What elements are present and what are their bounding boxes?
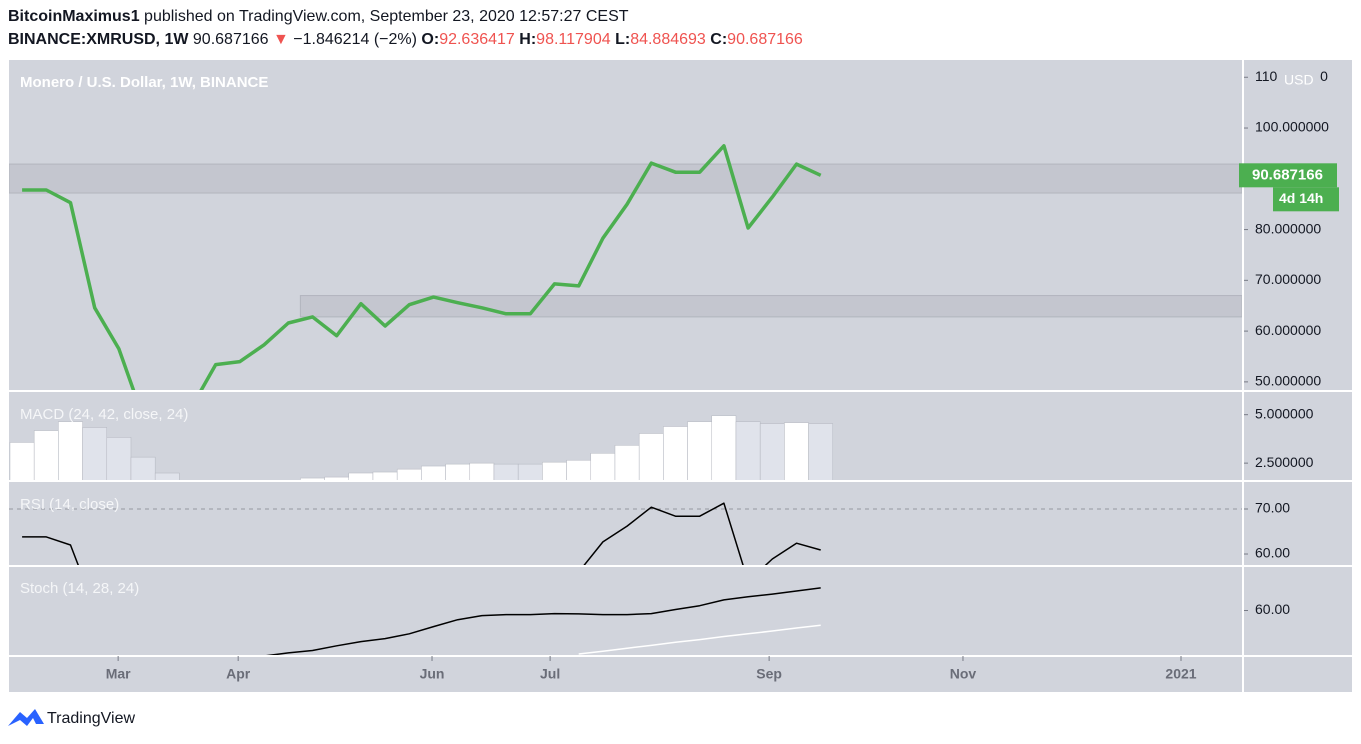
histogram-bar [493, 463, 519, 480]
published: published on TradingView.com, September … [144, 8, 629, 25]
x-tick-label: Sep [756, 666, 782, 682]
header-line-2: BINANCE:XMRUSD, 1W 90.687166 ▼ −1.846214… [8, 31, 803, 48]
y-tick-label: 70.00 [1255, 500, 1290, 516]
histogram-bar [638, 433, 664, 480]
countdown-box [1273, 187, 1339, 212]
histogram-bar [517, 463, 543, 480]
histogram-bar [663, 426, 688, 480]
logo-mark [8, 709, 44, 726]
logo [8, 709, 44, 726]
histogram-bar [542, 461, 567, 480]
author: BitcoinMaximus1 [8, 8, 140, 25]
open-label: O: [421, 31, 439, 48]
last-price-label: 90.687166 [1252, 166, 1323, 183]
histogram-bar [759, 423, 785, 480]
pane-title: Monero / U.S. Dollar, 1W, BINANCE [20, 74, 268, 91]
histogram-bar [784, 422, 809, 480]
histogram-bar [614, 445, 640, 480]
histogram-bar [566, 459, 592, 480]
open: 92.636417 [439, 31, 515, 48]
unit-label: USD [1284, 72, 1314, 88]
histogram-bar [396, 468, 422, 480]
y-tick-label: 60.00 [1255, 545, 1290, 561]
last-price-box [1239, 163, 1337, 188]
y-tick-label: 5.000000 [1255, 405, 1314, 421]
price: 90.687166 [193, 31, 269, 48]
x-tick-label: Jun [420, 666, 445, 682]
histogram-bar [300, 477, 325, 480]
close: 90.687166 [727, 31, 803, 48]
histogram-bar [687, 421, 713, 480]
series-line [578, 624, 821, 655]
histogram-bar [33, 430, 59, 480]
high: 98.117904 [536, 31, 611, 48]
y-tick-label: 2.500000 [1255, 454, 1314, 470]
pane-title: MACD (24, 42, close, 24) [20, 406, 188, 423]
x-tick-label: Mar [106, 666, 131, 682]
y-tick-label: 60.000000 [1255, 322, 1321, 338]
low-label: L: [615, 31, 630, 48]
histogram-bar [106, 437, 132, 480]
y-tick-label: 80.000000 [1255, 220, 1321, 236]
y-tick-label: 50.000000 [1255, 373, 1321, 389]
y-tick-label: 70.000000 [1255, 271, 1321, 287]
pane [9, 144, 1242, 390]
histogram-bar [421, 465, 446, 480]
histogram-bar [735, 421, 761, 480]
close-label: C: [710, 31, 727, 48]
x-tick-label: 2021 [1165, 666, 1196, 682]
high-label: H: [519, 31, 536, 48]
histogram-bar [9, 442, 35, 480]
symbol: BINANCE:XMRUSD, 1W [8, 31, 189, 48]
series-line [22, 144, 822, 390]
pane-title: Stoch (14, 28, 24) [20, 580, 139, 597]
down-arrow: ▼ [273, 31, 289, 48]
histogram-bar [154, 472, 180, 480]
series-line [22, 502, 821, 565]
histogram-bar [372, 471, 398, 480]
histogram-bar [711, 415, 737, 480]
pane [9, 415, 834, 480]
histogram-bar [130, 456, 156, 480]
change: −1.846214 (−2%) [293, 31, 417, 48]
unit-box [1278, 68, 1320, 92]
series-line [266, 587, 821, 655]
histogram-bar [348, 472, 374, 480]
x-tick-label: Apr [226, 666, 251, 682]
pane [266, 587, 821, 655]
x-tick-label: Nov [950, 666, 977, 682]
zone [9, 163, 1242, 194]
zone [299, 295, 1242, 318]
histogram-bar [808, 423, 834, 480]
countdown-label: 4d 14h [1279, 190, 1323, 206]
histogram-bar [445, 463, 471, 480]
histogram-bar [590, 453, 616, 480]
histogram-bar [58, 421, 83, 480]
brand: TradingView [47, 710, 135, 727]
y-tick-label: 100.000000 [1255, 119, 1329, 135]
histogram-bar [82, 427, 108, 480]
histogram-bar [469, 462, 495, 480]
x-tick-label: Jul [540, 666, 560, 682]
pane [9, 502, 1242, 565]
histogram-bar [324, 476, 350, 480]
y-tick-label: 60.00 [1255, 601, 1290, 617]
pane-title: RSI (14, close) [20, 496, 119, 513]
header-line-1: BitcoinMaximus1 published on TradingView… [8, 8, 629, 25]
low: 84.884693 [630, 31, 706, 48]
